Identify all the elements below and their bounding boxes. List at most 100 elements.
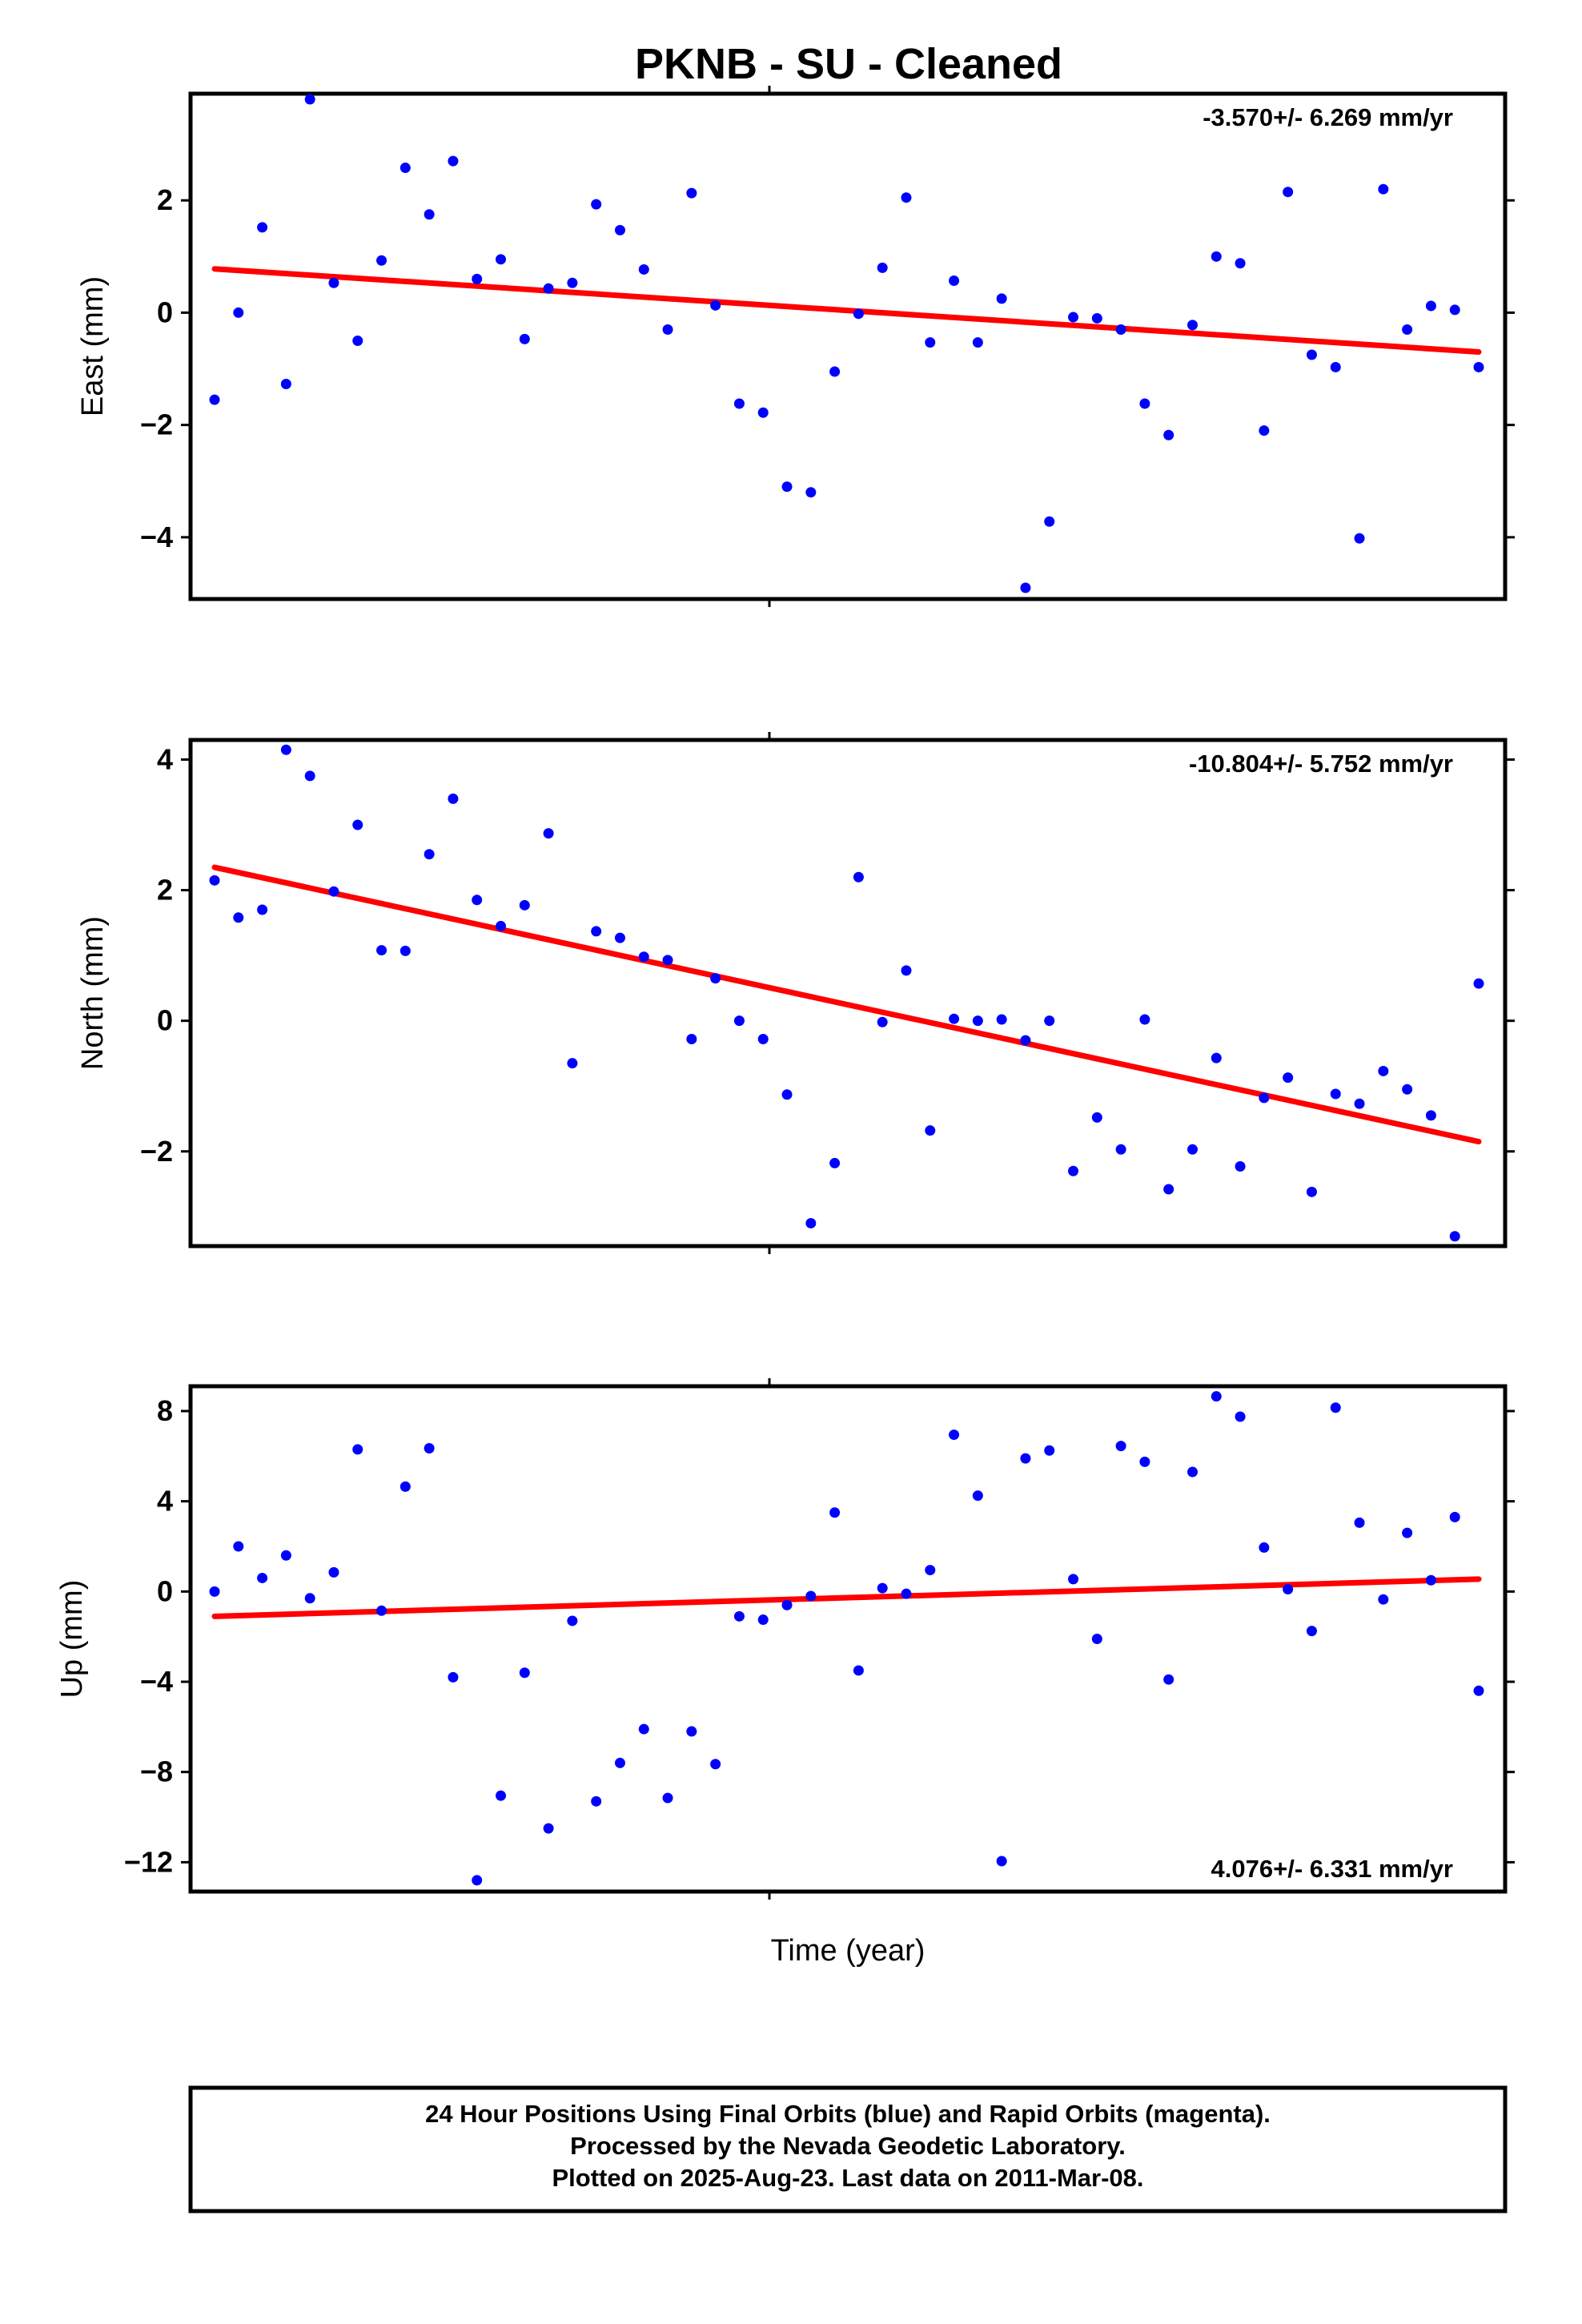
east-data-point xyxy=(901,192,912,203)
east-data-point xyxy=(1449,304,1460,316)
up-data-point xyxy=(400,1481,411,1492)
up-data-point xyxy=(304,1593,315,1604)
north-data-point xyxy=(567,1058,578,1069)
north-data-point xyxy=(496,920,507,931)
east-data-point xyxy=(1259,425,1270,436)
east-data-point xyxy=(733,398,745,409)
east-data-point xyxy=(686,187,697,199)
up-data-point xyxy=(1235,1411,1246,1422)
north-data-point xyxy=(519,899,530,911)
north-data-point xyxy=(949,1013,960,1024)
up-data-point xyxy=(496,1790,507,1801)
north-data-point xyxy=(1186,1144,1198,1155)
east-data-point xyxy=(1306,349,1317,360)
east-data-point xyxy=(472,273,483,284)
north-data-point xyxy=(1115,1144,1126,1155)
north-data-point xyxy=(1330,1088,1341,1100)
east-ytick-label: 2 xyxy=(157,183,173,216)
north-data-point xyxy=(1211,1052,1222,1063)
north-rate-label: -10.804+/- 5.752 mm/yr xyxy=(1189,750,1453,778)
north-data-point xyxy=(972,1015,983,1027)
north-panel: 4 2 0 −2 North (mm) -10.804+/- 5.752 mm/yr xyxy=(76,732,1515,1254)
north-data-point xyxy=(1163,1184,1174,1195)
up-data-point xyxy=(1044,1445,1055,1456)
north-ytick-label: 0 xyxy=(157,1004,173,1037)
north-y-axis-label: North (mm) xyxy=(76,916,110,1070)
north-data-point xyxy=(1473,978,1484,989)
east-data-point xyxy=(1139,398,1150,409)
north-data-point xyxy=(1068,1165,1079,1176)
east-data-point xyxy=(328,277,339,288)
north-data-point xyxy=(448,793,459,804)
north-data-point xyxy=(996,1014,1007,1025)
east-ytick-label: −4 xyxy=(140,521,173,553)
east-data-point xyxy=(519,333,530,344)
up-data-point xyxy=(209,1586,220,1597)
x-axis-label: Time (year) xyxy=(771,1934,926,1968)
east-ytick-label: −2 xyxy=(140,408,173,441)
up-data-point xyxy=(519,1667,530,1679)
up-data-point xyxy=(1425,1574,1436,1586)
up-data-point xyxy=(853,1665,864,1676)
up-data-point xyxy=(1139,1456,1150,1467)
north-data-point xyxy=(233,912,244,923)
footer-line-2: Processed by the Nevada Geodetic Laborat… xyxy=(570,2132,1126,2160)
up-data-point xyxy=(1068,1574,1079,1585)
north-data-point xyxy=(209,875,220,886)
north-data-point xyxy=(1020,1035,1031,1046)
east-data-point xyxy=(1091,312,1102,324)
east-panel: 2 0 −2 −4 East (mm) -3.570+/- 6.269 mm/yr xyxy=(76,86,1515,607)
up-data-point xyxy=(901,1588,912,1599)
east-data-point xyxy=(280,378,291,389)
up-data-point xyxy=(472,1875,483,1886)
east-data-point xyxy=(853,308,864,320)
north-ytick-label: 4 xyxy=(157,742,173,775)
east-data-point xyxy=(1402,324,1413,335)
east-data-point xyxy=(662,324,673,335)
north-data-point xyxy=(1091,1112,1102,1123)
up-data-point xyxy=(1283,1584,1294,1595)
north-data-point xyxy=(662,955,673,966)
up-data-point xyxy=(1449,1511,1460,1522)
north-data-point xyxy=(829,1157,841,1168)
north-data-point xyxy=(614,932,625,943)
up-data-point xyxy=(877,1582,888,1594)
up-data-point xyxy=(614,1757,625,1768)
up-data-point xyxy=(352,1444,363,1455)
east-data-point xyxy=(638,263,649,275)
north-data-point xyxy=(1139,1014,1150,1025)
north-data-point xyxy=(638,951,649,963)
east-data-point xyxy=(805,487,817,498)
east-data-point xyxy=(1354,533,1365,544)
east-y-axis-label: East (mm) xyxy=(76,276,110,416)
east-data-point xyxy=(543,283,554,294)
up-rate-label: 4.076+/- 6.331 mm/yr xyxy=(1211,1855,1453,1883)
north-data-point xyxy=(257,904,268,915)
east-data-point xyxy=(233,307,244,318)
north-data-point xyxy=(1402,1084,1413,1095)
north-data-point xyxy=(901,965,912,976)
up-data-point xyxy=(925,1565,936,1576)
up-data-point xyxy=(233,1541,244,1552)
footer-line-1: 24 Hour Positions Using Final Orbits (bl… xyxy=(425,2100,1271,2128)
up-data-point xyxy=(996,1856,1007,1867)
north-trend-line xyxy=(211,864,1482,1145)
up-data-point xyxy=(424,1442,435,1454)
north-ytick-label: 2 xyxy=(157,874,173,907)
east-data-point xyxy=(1378,183,1389,195)
north-data-point xyxy=(781,1089,793,1100)
north-data-point xyxy=(925,1125,936,1136)
north-data-point xyxy=(1449,1231,1460,1242)
east-data-point xyxy=(304,94,315,105)
north-data-point xyxy=(805,1217,817,1228)
footer-box xyxy=(188,2085,1508,2213)
east-data-point xyxy=(949,275,960,286)
footer-line-3: Plotted on 2025-Aug-23. Last data on 201… xyxy=(552,2164,1143,2192)
east-data-point xyxy=(710,300,721,311)
up-ytick-label: 0 xyxy=(157,1574,173,1607)
up-data-point xyxy=(376,1605,387,1616)
east-data-point xyxy=(925,337,936,348)
north-data-point xyxy=(1044,1015,1055,1027)
up-data-point xyxy=(1020,1453,1031,1464)
